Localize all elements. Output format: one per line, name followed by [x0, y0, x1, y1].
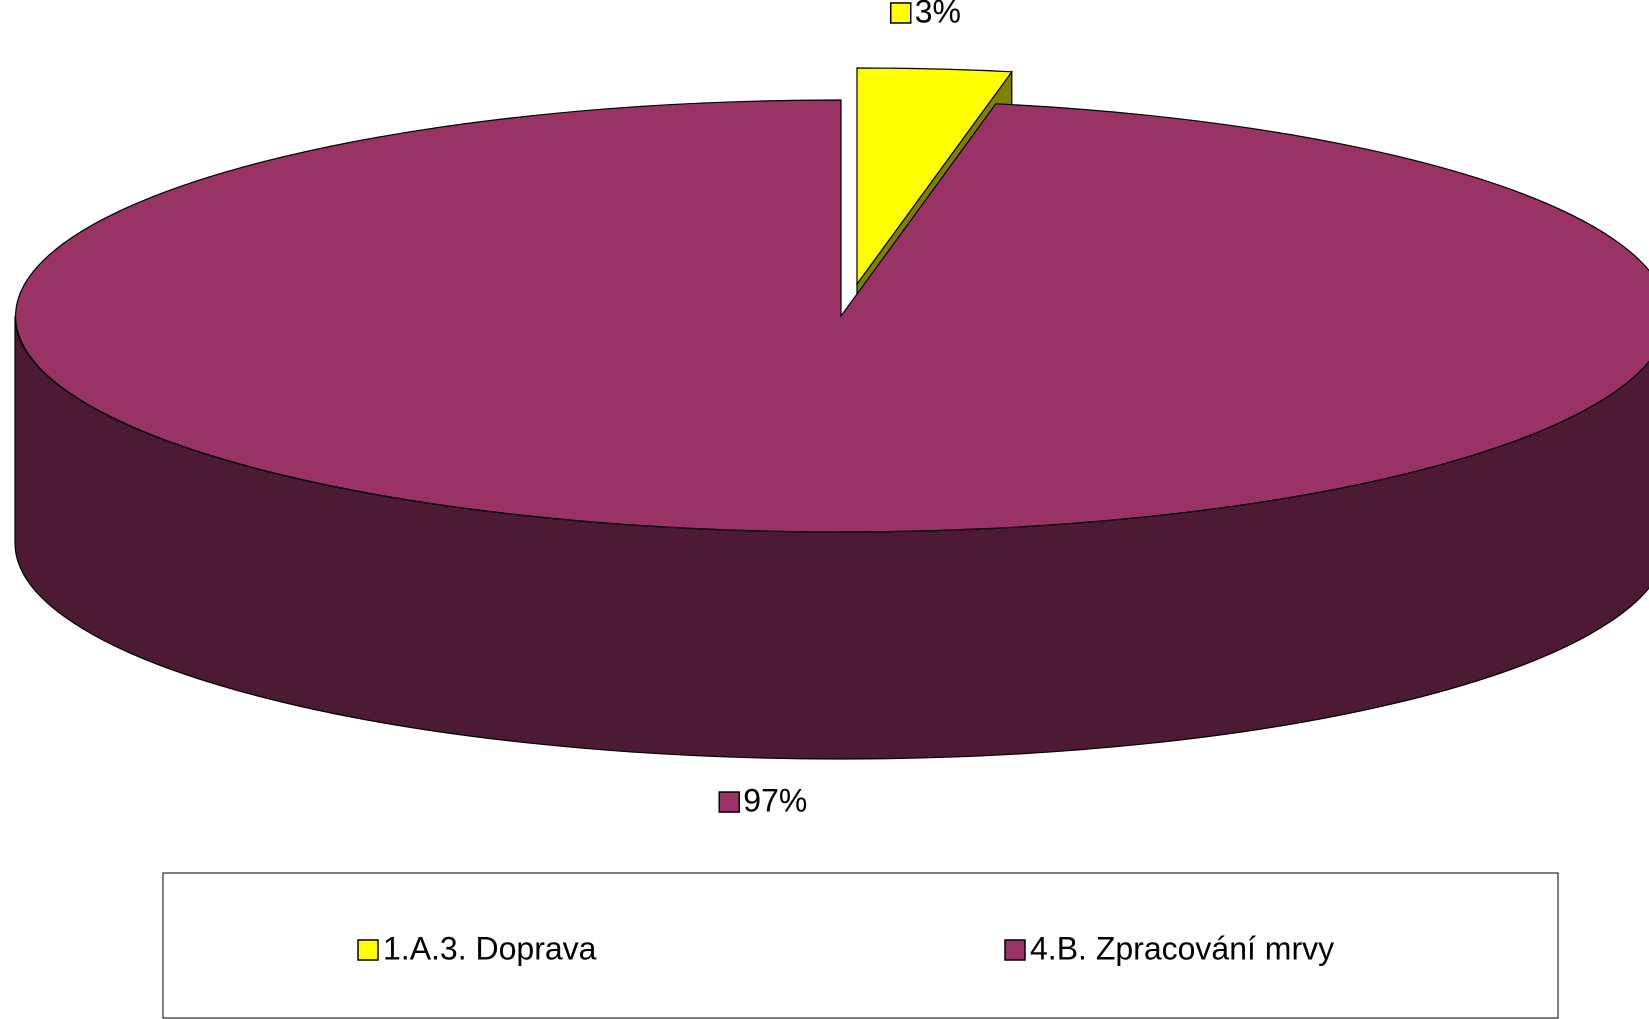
legend-swatch — [357, 939, 379, 961]
label-swatch — [889, 2, 912, 24]
legend-label: 4.B. Zpracování mrvy — [1030, 930, 1334, 966]
label-swatch — [718, 791, 741, 813]
slice — [15, 99, 1649, 533]
legend-box — [162, 872, 1559, 1019]
data-label: 97% — [743, 782, 807, 818]
legend-label: 1.A.3. Doprava — [383, 930, 597, 966]
legend-swatch — [1004, 939, 1026, 961]
slice — [856, 67, 1013, 286]
data-label: 3% — [915, 0, 961, 29]
